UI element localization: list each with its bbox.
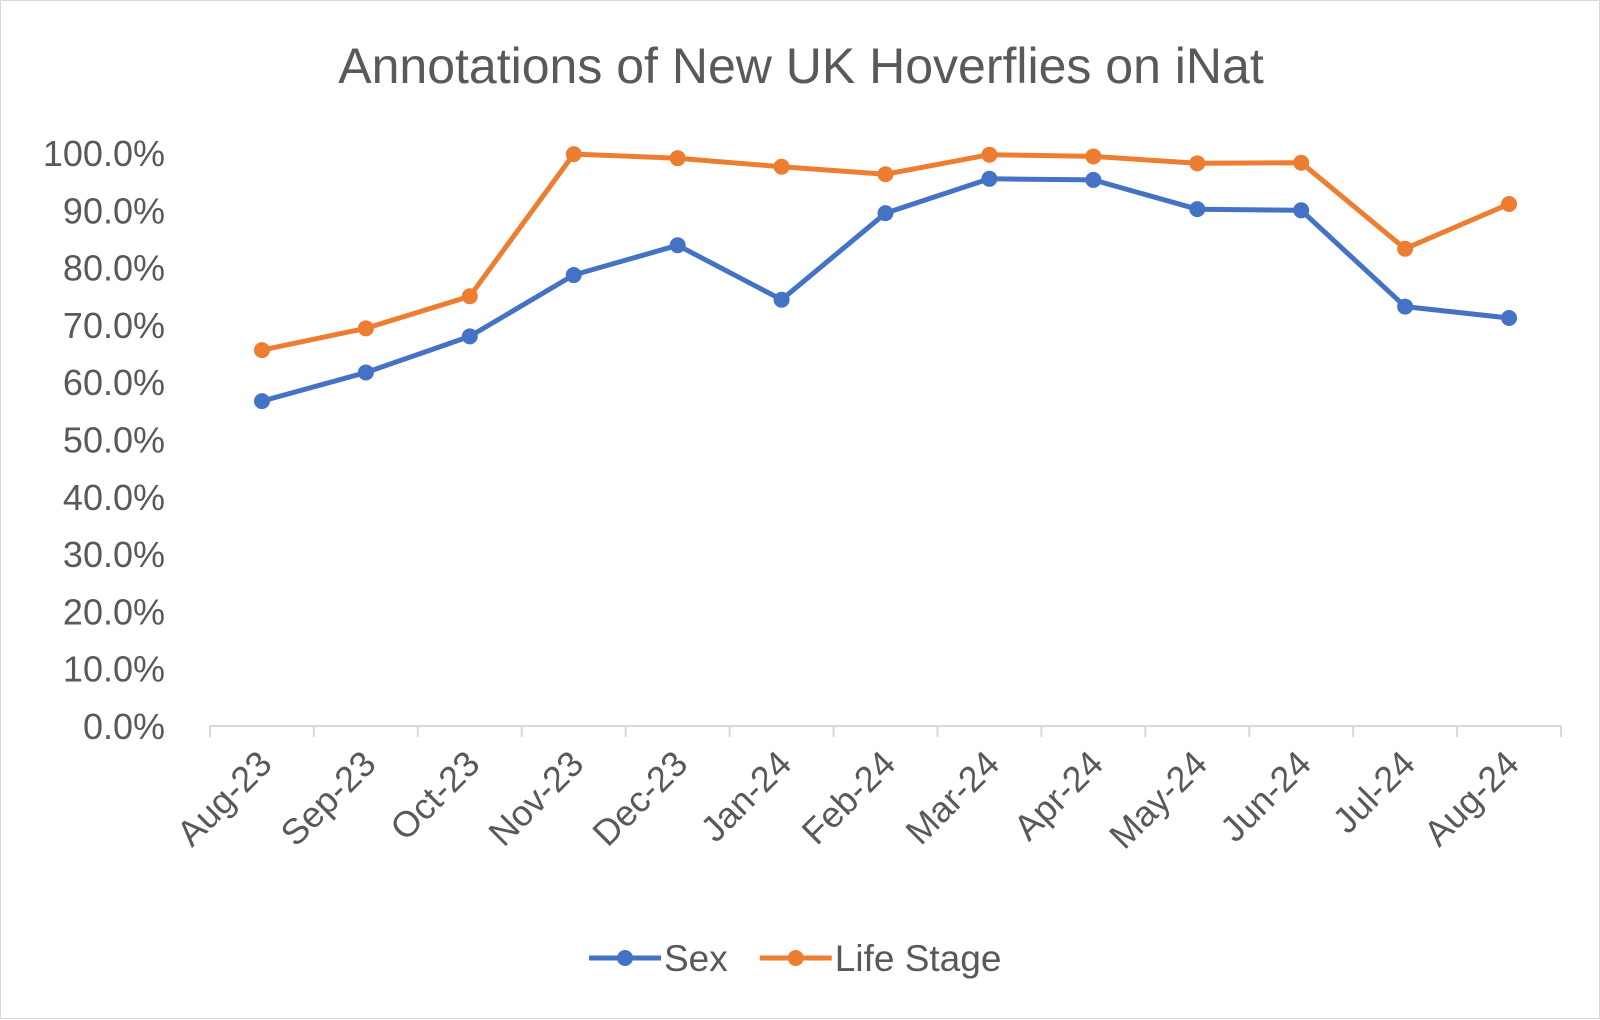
data-point bbox=[877, 205, 894, 222]
y-tick-label: 40.0% bbox=[63, 477, 165, 518]
x-tick-label: Jun-24 bbox=[1212, 743, 1319, 850]
data-point bbox=[669, 150, 686, 167]
data-point bbox=[1397, 240, 1414, 257]
data-point bbox=[1189, 155, 1206, 172]
data-point bbox=[461, 328, 478, 345]
x-tick-label: Sep-23 bbox=[272, 743, 383, 854]
data-point bbox=[1189, 201, 1206, 218]
data-point bbox=[253, 393, 270, 410]
legend-label: Life Stage bbox=[835, 938, 1002, 979]
data-point bbox=[981, 170, 998, 187]
y-tick-label: 70.0% bbox=[63, 305, 165, 346]
data-point bbox=[1501, 310, 1518, 327]
y-tick-label: 90.0% bbox=[63, 190, 165, 231]
legend-marker bbox=[787, 950, 804, 966]
y-tick-label: 50.0% bbox=[63, 420, 165, 461]
x-tick-label: Mar-24 bbox=[897, 743, 1007, 853]
data-point bbox=[357, 364, 374, 381]
data-point bbox=[669, 237, 686, 254]
data-point bbox=[1293, 202, 1310, 219]
y-tick-label: 20.0% bbox=[63, 591, 165, 632]
x-tick-label: Nov-23 bbox=[480, 743, 591, 854]
data-point bbox=[1501, 195, 1518, 212]
y-tick-label: 100.0% bbox=[43, 133, 165, 174]
legend-label: Sex bbox=[664, 938, 728, 979]
x-tick-label: Jan-24 bbox=[692, 743, 799, 850]
data-point bbox=[877, 166, 894, 183]
y-axis-labels: 0.0% 10.0% 20.0% 30.0% 40.0% 50.0% 60.0% 70.0% 8… bbox=[43, 133, 165, 747]
y-tick-label: 30.0% bbox=[63, 534, 165, 575]
data-point bbox=[461, 288, 478, 305]
x-tick-label: May-24 bbox=[1101, 743, 1215, 857]
y-tick-label: 10.0% bbox=[63, 649, 165, 690]
legend-marker bbox=[617, 950, 633, 966]
x-tick-label: Aug-23 bbox=[169, 743, 280, 854]
y-tick-label: 60.0% bbox=[63, 362, 165, 403]
data-point bbox=[357, 320, 374, 337]
data-point bbox=[773, 158, 790, 175]
x-tick-label: Feb-24 bbox=[794, 743, 904, 853]
data-point bbox=[1085, 148, 1102, 165]
data-point bbox=[1085, 171, 1102, 188]
data-point bbox=[565, 267, 582, 284]
data-point bbox=[565, 146, 582, 163]
x-tick-label: Oct-23 bbox=[382, 743, 487, 848]
series-line bbox=[259, 151, 1512, 353]
x-axis: Aug-23Sep-23Oct-23Nov-23Dec-23Jan-24Feb-… bbox=[169, 725, 1562, 857]
x-tick-label: Apr-24 bbox=[1006, 743, 1111, 848]
x-tick-label: Jul-24 bbox=[1324, 743, 1422, 841]
series-markers bbox=[253, 146, 1518, 410]
legend: Sex Life Stage bbox=[589, 938, 1001, 979]
chart-title: Annotations of New UK Hoverflies on iNat bbox=[338, 38, 1264, 94]
y-tick-label: 0.0% bbox=[83, 706, 165, 747]
data-point bbox=[773, 291, 790, 308]
series-lines bbox=[259, 151, 1512, 404]
data-point bbox=[981, 146, 998, 163]
data-point bbox=[1397, 298, 1414, 315]
y-tick-label: 80.0% bbox=[63, 248, 165, 289]
data-point bbox=[1293, 154, 1310, 171]
x-tick-label: Dec-23 bbox=[584, 743, 695, 854]
x-tick-label: Aug-24 bbox=[1416, 743, 1527, 854]
data-point bbox=[253, 342, 270, 359]
